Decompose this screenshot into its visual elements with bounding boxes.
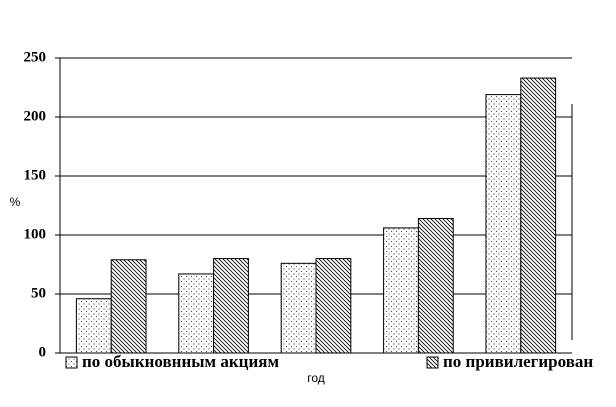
legend-label: по обыкновнным акциям (82, 352, 279, 371)
bar (178, 273, 215, 354)
bar (110, 259, 147, 354)
y-tick-label: 200 (24, 108, 47, 124)
legend-label: по привилегирован (443, 352, 593, 371)
legend-swatch (426, 356, 439, 369)
bar (383, 227, 419, 354)
y-tick-label: 50 (31, 285, 46, 301)
bar (213, 258, 249, 354)
y-tick-label: 250 (24, 49, 47, 65)
x-axis-label: год (307, 371, 325, 385)
bar (75, 298, 112, 354)
y-tick-label: 150 (24, 167, 47, 183)
bar (485, 94, 522, 354)
bar (520, 77, 557, 354)
y-tick-label: 0 (39, 344, 47, 360)
y-axis-label: % (10, 195, 21, 209)
bar (417, 217, 454, 354)
y-tick-label: 100 (24, 226, 47, 242)
legend-swatch (65, 356, 78, 369)
bar (315, 258, 352, 354)
bar (280, 262, 317, 354)
